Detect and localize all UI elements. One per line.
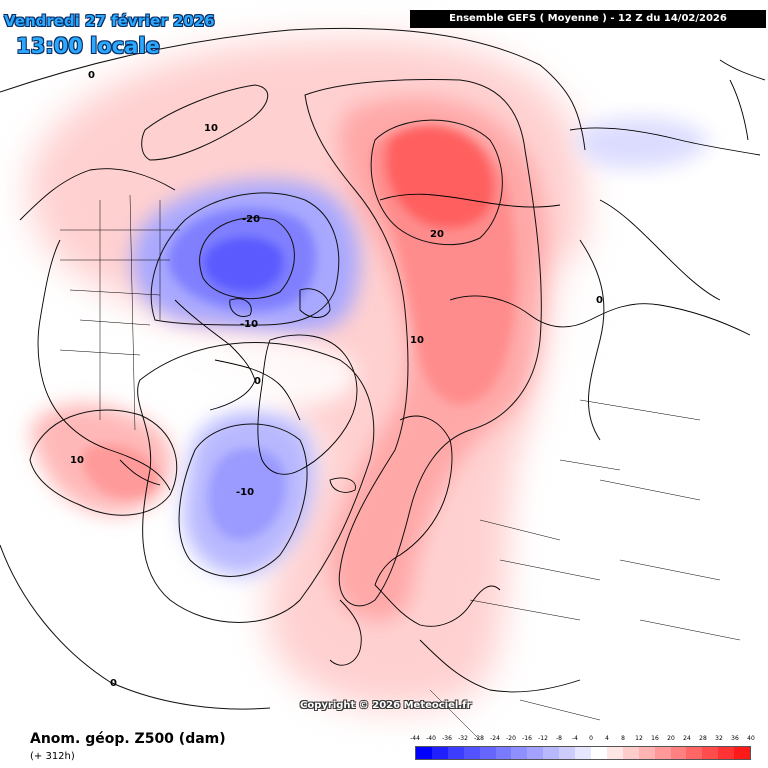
- legend-label: -44: [410, 735, 420, 742]
- legend-swatch: [686, 747, 703, 759]
- legend-label: 28: [699, 735, 707, 742]
- legend-label: 0: [589, 735, 593, 742]
- legend-labels: -44 -40 -36 -32 -28 -24 -20 -16 -12 -8 -4 0 4 8 12 16 20…: [410, 735, 755, 746]
- contour-labels: 0 10 -20 20 -10 0 10 10 -10 0 0: [70, 70, 603, 689]
- contour-label-minus10-atlantic: -10: [236, 487, 254, 498]
- legend-swatch: [606, 747, 623, 759]
- contour-label-10-europe: 10: [410, 335, 424, 346]
- positive-anomaly-gulf-core: [82, 444, 159, 499]
- legend-swatch: [622, 747, 639, 759]
- legend-swatch: [479, 747, 496, 759]
- legend-label: 4: [605, 735, 609, 742]
- color-legend: -44 -40 -36 -32 -28 -24 -20 -16 -12 -8 -4 0 4 8 12 16 20…: [410, 735, 755, 765]
- legend-swatch: [575, 747, 591, 759]
- legend-label: 24: [683, 735, 691, 742]
- variable-title: Anom. géop. Z500 (dam): [30, 731, 226, 747]
- contour-label-0-east: 0: [596, 295, 603, 306]
- legend-swatch: [431, 747, 448, 759]
- negative-anomaly-atlantic-core: [208, 448, 286, 540]
- contours: [0, 27, 605, 710]
- legend-label: 32: [715, 735, 723, 742]
- contour-label-10-gulf: 10: [70, 455, 84, 466]
- lead-time: (+ 312h): [30, 751, 75, 762]
- legend-swatch: [447, 747, 464, 759]
- legend-label: 20: [667, 735, 675, 742]
- legend-label: -8: [556, 735, 562, 742]
- contour-label-0-pole: 0: [254, 376, 261, 387]
- legend-swatch: [416, 747, 432, 759]
- legend-swatch: [718, 747, 735, 759]
- forecast-date: Vendredi 27 février 2026: [4, 12, 215, 30]
- legend-label: -4: [572, 735, 578, 742]
- legend-swatch: [511, 747, 528, 759]
- legend-label: 12: [635, 735, 643, 742]
- legend-swatch: [463, 747, 480, 759]
- legend-swatch: [527, 747, 544, 759]
- legend-swatch: [638, 747, 655, 759]
- legend-label: 40: [747, 735, 755, 742]
- legend-swatch: [543, 747, 560, 759]
- contour-label-minus10-canada: -10: [240, 319, 258, 330]
- legend-swatch: [590, 747, 607, 759]
- legend-label: -24: [490, 735, 500, 742]
- legend-label: -32: [458, 735, 468, 742]
- legend-label: 8: [621, 735, 625, 742]
- legend-label: -16: [522, 735, 532, 742]
- neutral-zone-pole: [150, 336, 356, 406]
- legend-label: -28: [474, 735, 484, 742]
- contour-label-10-pacific: 10: [204, 123, 218, 134]
- negative-anomaly-core: [203, 237, 284, 292]
- neutral-zone-east: [538, 253, 768, 720]
- contour-label-0-nw: 0: [88, 70, 95, 81]
- model-run-banner: Ensemble GEFS ( Moyenne ) - 12 Z du 14/0…: [410, 10, 766, 28]
- anomaly-shading: [28, 38, 768, 720]
- legend-swatch: [670, 747, 687, 759]
- legend-swatch: [654, 747, 671, 759]
- legend-bar: [415, 746, 751, 760]
- legend-label: -36: [442, 735, 452, 742]
- forecast-local-time: 13:00 locale: [16, 34, 160, 58]
- legend-swatch: [734, 747, 751, 759]
- coastlines: [19, 59, 766, 693]
- legend-label: 16: [651, 735, 659, 742]
- contour-label-0-sw: 0: [110, 678, 117, 689]
- legend-label: -20: [506, 735, 516, 742]
- positive-anomaly-core: [386, 126, 494, 228]
- negative-anomaly-siberia: [576, 117, 710, 169]
- legend-swatch: [495, 747, 512, 759]
- country-borders: [59, 194, 741, 741]
- legend-label: -12: [538, 735, 548, 742]
- contour-label-minus20: -20: [242, 214, 260, 225]
- legend-swatch: [702, 747, 719, 759]
- copyright-notice: Copyright © 2026 Meteociel.fr: [300, 700, 472, 711]
- legend-swatch: [559, 747, 576, 759]
- legend-label: -40: [426, 735, 436, 742]
- legend-label: 36: [731, 735, 739, 742]
- contour-label-20: 20: [430, 229, 444, 240]
